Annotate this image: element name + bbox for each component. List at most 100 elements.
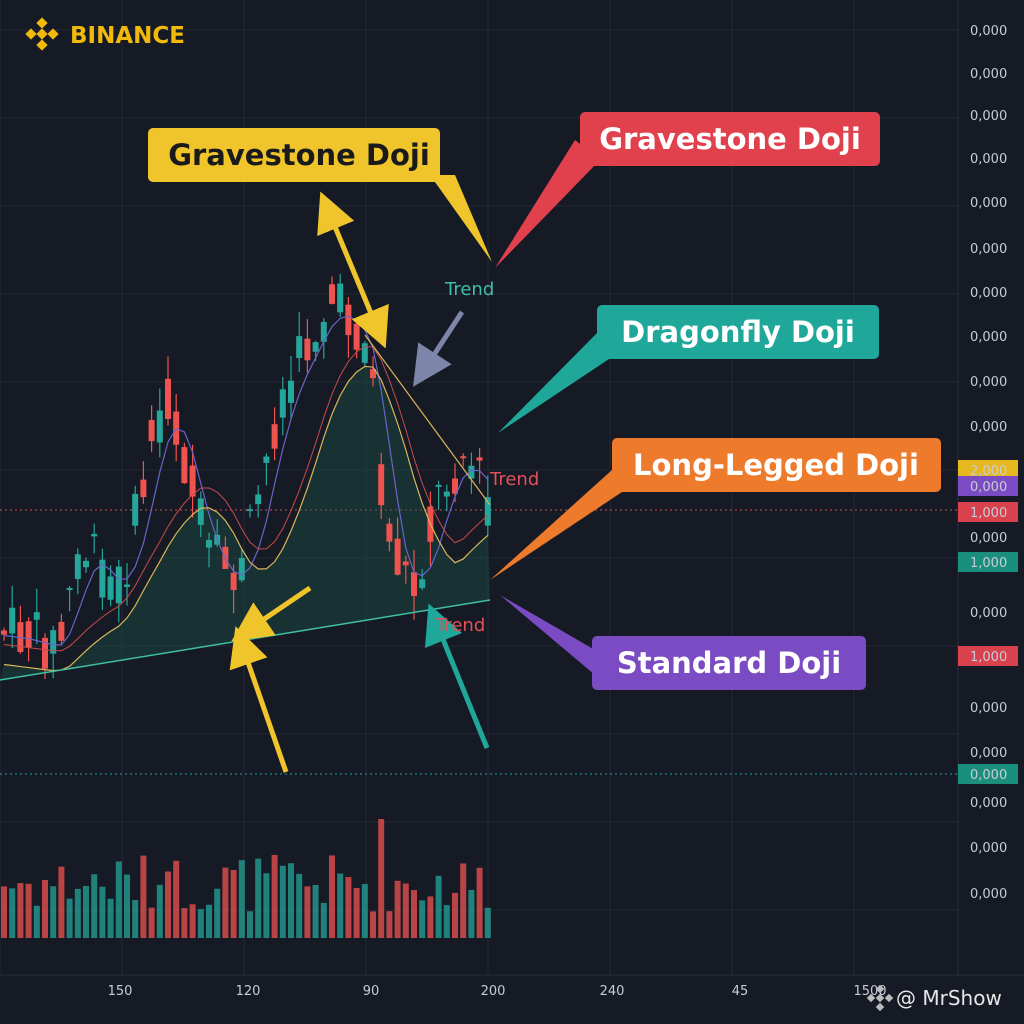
trend-line (364, 334, 491, 506)
volume-bar (361, 883, 368, 938)
candle (148, 419, 155, 442)
candle (304, 338, 311, 361)
volume-bar (394, 880, 401, 938)
candle (279, 389, 286, 418)
price-tag (958, 764, 1018, 784)
candle (255, 494, 262, 505)
price-tag (958, 476, 1018, 496)
volume-bar (411, 890, 417, 938)
callout-tail (498, 330, 615, 433)
arrow (317, 191, 389, 349)
volume-bar (476, 867, 483, 938)
volume-bar (419, 900, 426, 938)
volume-bar (304, 886, 311, 938)
price-label: 0,000 (970, 67, 1007, 82)
candle (353, 323, 360, 350)
callout-label: Standard Doji (617, 646, 841, 680)
volume-bar (107, 898, 114, 938)
volume-bar (33, 905, 40, 938)
candle (124, 584, 130, 587)
candle (460, 456, 467, 459)
candle (378, 464, 385, 506)
candle (263, 456, 270, 463)
logo-icon (25, 17, 59, 51)
volume-bar (312, 884, 319, 938)
volume-bar (386, 911, 393, 938)
volume-bar (255, 858, 262, 938)
candle (296, 336, 303, 359)
price-label: 0,000 (970, 24, 1007, 39)
candle (58, 621, 65, 641)
volume-bar (124, 874, 130, 938)
candle (1, 630, 7, 635)
callout-label: Long-Legged Doji (633, 448, 919, 482)
watermark: @ MrShow (896, 986, 1002, 1010)
candle (247, 509, 253, 512)
volume-bar (230, 869, 237, 938)
volume-bar (197, 909, 204, 938)
candle (361, 343, 368, 363)
candle (206, 540, 212, 548)
time-label: 120 (236, 984, 261, 999)
price-tag (958, 460, 1018, 480)
shaded-area (0, 366, 490, 680)
volume-bar (189, 904, 196, 938)
candle (345, 304, 352, 336)
candle (419, 579, 426, 588)
callout-tail (495, 140, 600, 268)
candle (156, 410, 163, 443)
candle (402, 561, 409, 566)
axes: 0,000 0,000 0,000 0,000 0,000 0,000 0,000 0,000… (108, 24, 1018, 999)
brand: BINANCE (70, 23, 185, 49)
time-label: 200 (481, 984, 506, 999)
candle (443, 491, 450, 497)
candle (42, 637, 48, 669)
candle (312, 342, 319, 352)
volume-bar (140, 855, 147, 938)
price-tag (958, 552, 1018, 572)
volume-bar (83, 885, 89, 938)
volume-bar (91, 874, 98, 938)
price-label: 0,000 (970, 196, 1007, 211)
time-label: 45 (732, 984, 749, 999)
trend-label: Trend (444, 279, 494, 300)
callout-tail (500, 595, 595, 675)
volume-bar (42, 879, 48, 938)
volume-bar (206, 904, 212, 938)
callout (597, 305, 879, 359)
candle (468, 465, 475, 479)
price-label: 1,000 (970, 556, 1007, 571)
volume-bar (214, 888, 221, 938)
trend-label: Trend (435, 615, 485, 636)
candle (74, 554, 81, 580)
callout-label: Gravestone Doji (599, 122, 861, 156)
price-label: 1,000 (970, 650, 1007, 665)
candle (329, 284, 335, 304)
volume-bar (353, 887, 360, 938)
volume-bar (435, 875, 442, 938)
volume-bar (1, 886, 7, 938)
price-label: 0,000 (970, 286, 1007, 301)
candle (484, 497, 491, 526)
candle (83, 560, 89, 568)
candle (107, 576, 114, 600)
candle (452, 478, 458, 494)
volume-bar (25, 883, 32, 938)
price-label: 0,000 (970, 701, 1007, 716)
candle (197, 498, 204, 525)
callout (580, 112, 880, 166)
callout-label: Gravestone Doji (168, 138, 430, 172)
volume-bar (173, 860, 180, 938)
price-label: 1,000 (970, 506, 1007, 521)
price-label: 0,000 (970, 375, 1007, 390)
volume-bar (484, 907, 491, 938)
candle (238, 557, 245, 581)
candle (50, 630, 57, 654)
price-label: 0,000 (970, 109, 1007, 124)
volume-bar (66, 898, 73, 938)
moving-average (3, 315, 489, 646)
candle (132, 493, 139, 526)
volume-bar (279, 865, 286, 938)
callout (148, 128, 440, 182)
volume-bar (443, 905, 450, 938)
